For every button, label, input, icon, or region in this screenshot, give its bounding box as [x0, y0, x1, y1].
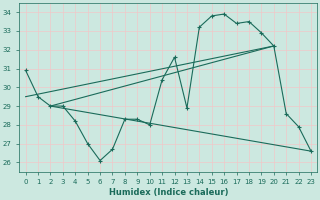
X-axis label: Humidex (Indice chaleur): Humidex (Indice chaleur)	[108, 188, 228, 197]
